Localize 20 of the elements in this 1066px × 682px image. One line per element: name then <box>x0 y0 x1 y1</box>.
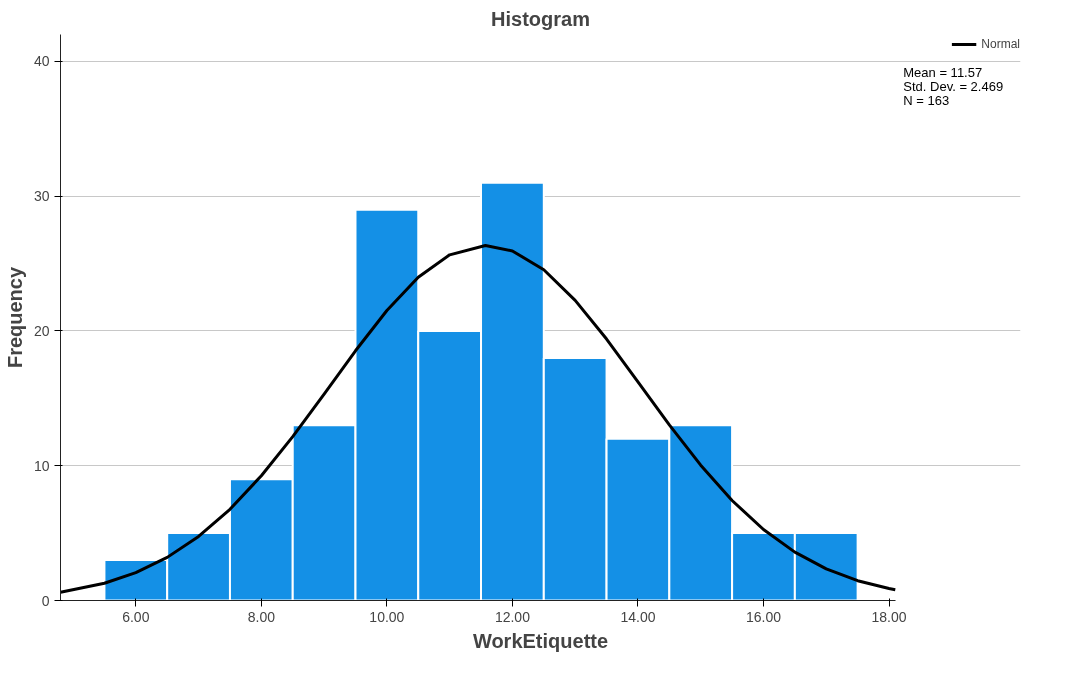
x-tick-label: 12.00 <box>494 608 531 625</box>
y-tick-label: 20 <box>33 322 50 339</box>
legend-label: Normal <box>981 37 1020 51</box>
x-tick-label: 18.00 <box>871 608 907 625</box>
x-tick-label: 8.00 <box>247 608 276 625</box>
y-tick-label: 0 <box>41 592 50 609</box>
y-axis-title: Frequency <box>3 266 26 369</box>
text: Mean = 11.57 <box>903 64 983 80</box>
y-tick-label: 40 <box>33 53 50 70</box>
x-tick-label: 16.00 <box>745 608 782 625</box>
x-tick-label: 10.00 <box>369 608 405 625</box>
text: N = 163 <box>903 92 950 108</box>
chart-title: Histogram <box>491 7 590 30</box>
y-tick-label: 10 <box>33 457 50 474</box>
line-series <box>60 244 897 594</box>
text: Std. Dev. = 2.469 <box>903 78 1004 94</box>
x-tick-label: 6.00 <box>122 608 150 625</box>
y-tick-label: 30 <box>33 188 50 205</box>
x-axis-title: WorkEtiquette <box>472 629 609 652</box>
x-tick-label: 14.00 <box>620 608 656 625</box>
